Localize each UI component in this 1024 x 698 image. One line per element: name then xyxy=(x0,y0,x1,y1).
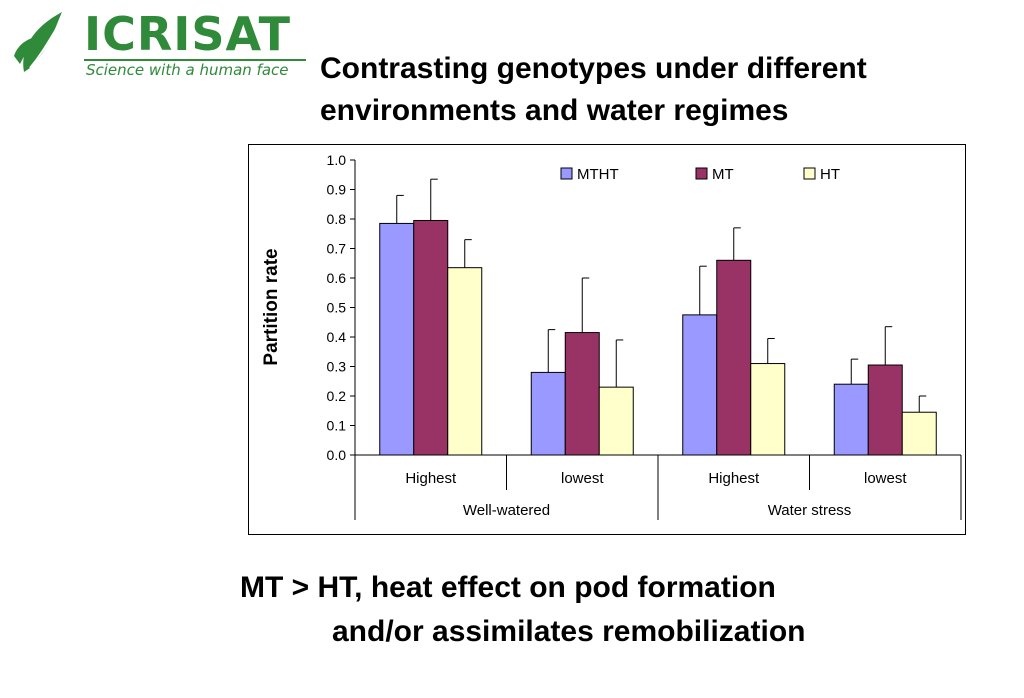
y-tick-label: 0.4 xyxy=(327,329,347,345)
x-category-label: lowest xyxy=(561,470,604,487)
legend-swatch-mt xyxy=(696,168,707,179)
bar-mt xyxy=(565,333,599,455)
legend-label: HT xyxy=(820,166,840,183)
legend-swatch-mtht xyxy=(561,168,572,179)
bar-mtht xyxy=(834,384,868,455)
x-group-label: Well-watered xyxy=(463,502,550,519)
caption-line-1: MT > HT, heat effect on pod formation xyxy=(240,566,805,610)
bar-ht xyxy=(599,387,633,455)
x-category-label: Highest xyxy=(708,470,760,487)
chart-frame: 0.0 0.1 0.2 0.3 0.4 0.5 0.6 0.7 0.8 0.9 1.0 Partiti… xyxy=(248,144,966,535)
x-category-label: lowest xyxy=(864,470,907,487)
caption-line-2: and/or assimilates remobilization xyxy=(240,610,805,654)
y-tick-label: 1.0 xyxy=(327,152,347,168)
y-tick-label: 0.0 xyxy=(327,447,347,463)
y-tick-label: 0.7 xyxy=(327,241,347,257)
x-category-label: Highest xyxy=(405,470,457,487)
bar-mt xyxy=(868,365,902,455)
icrisat-logo: ICRISAT Science with a human face xyxy=(10,4,310,82)
leaf-icon xyxy=(10,6,82,78)
bar-mtht xyxy=(380,223,414,455)
bar-mt xyxy=(414,220,448,455)
bar-ht xyxy=(751,364,785,455)
slide-title: Contrasting genotypes under different en… xyxy=(320,48,1010,132)
logo-tagline: Science with a human face xyxy=(86,61,289,79)
y-axis-label: Partition rate xyxy=(261,248,282,365)
y-tick-label: 0.1 xyxy=(327,418,347,434)
legend-label: MTHT xyxy=(577,166,619,183)
y-tick-label: 0.2 xyxy=(327,388,347,404)
logo-wordmark: ICRISAT xyxy=(84,8,291,60)
bar-mt xyxy=(717,260,751,455)
legend-swatch-ht xyxy=(804,168,815,179)
legend-label: MT xyxy=(712,166,734,183)
y-tick-label: 0.6 xyxy=(327,270,347,286)
y-tick-label: 0.5 xyxy=(327,300,347,316)
x-group-label: Water stress xyxy=(768,502,852,519)
bar-ht xyxy=(448,268,482,455)
caption: MT > HT, heat effect on pod formation an… xyxy=(240,566,805,654)
y-tick-label: 0.3 xyxy=(327,359,347,375)
y-tick-label: 0.9 xyxy=(327,182,347,198)
y-tick-label: 0.8 xyxy=(327,211,347,227)
bar-chart: 0.0 0.1 0.2 0.3 0.4 0.5 0.6 0.7 0.8 0.9 1.0 Partiti… xyxy=(249,145,965,534)
bar-mtht xyxy=(683,315,717,455)
bar-mtht xyxy=(531,372,565,455)
bar-ht xyxy=(902,412,936,455)
